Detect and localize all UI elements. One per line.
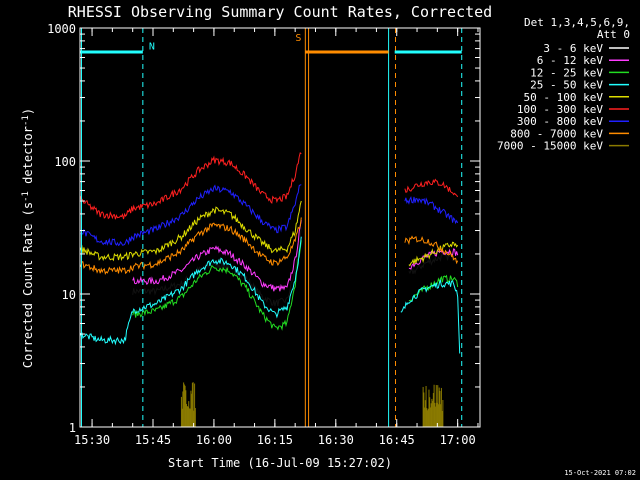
- series-line-after-6: [404, 195, 459, 225]
- x-tick-label-0: 15:30: [74, 433, 110, 447]
- y-tick-label-1: 10: [62, 288, 76, 302]
- series-7: [79, 217, 459, 276]
- series-line-5: [79, 152, 302, 220]
- y-tick-label-3: 1000: [47, 22, 76, 36]
- plot-frame: [79, 27, 481, 428]
- chart-title: RHESSI Observing Summary Count Rates, Co…: [68, 3, 492, 21]
- legend-label-1: 6 - 12 keV: [537, 54, 604, 67]
- axis-layer: 1 10 100 1000 15:30 15:45 16:00 16:15 16:30 16:45…: [47, 22, 480, 447]
- series-line-after-0: [408, 252, 459, 275]
- legend-header-2: Att 0: [597, 28, 630, 41]
- legend-label-7: 800 - 7000 keV: [510, 127, 603, 140]
- series-7000-15000-bursts: [180, 382, 444, 427]
- series-6: [79, 184, 459, 247]
- series-line-4: [79, 200, 302, 262]
- series-3: [79, 236, 461, 354]
- legend-label-8: 7000 - 15000 keV: [497, 140, 603, 153]
- x-tick-label-4: 16:30: [318, 433, 354, 447]
- series-line-after-7: [404, 235, 459, 265]
- legend-label-2: 12 - 25 keV: [530, 66, 603, 79]
- x-tick-label-5: 16:45: [379, 433, 415, 447]
- x-tick-label-6: 17:00: [440, 433, 476, 447]
- series-line-3: [79, 236, 302, 346]
- series-line-2: [132, 240, 302, 331]
- series-0: [132, 227, 459, 307]
- state-label-1: S: [295, 33, 301, 44]
- series-line-0: [132, 227, 302, 307]
- series-line-after-5: [404, 178, 459, 198]
- series-line-6: [79, 184, 302, 247]
- state-label-0: N: [149, 41, 155, 52]
- series-line-after-4: [408, 241, 459, 267]
- legend-label-5: 100 - 300 keV: [517, 103, 603, 116]
- legend-header-1: Det 1,3,4,5,6,9,: [524, 16, 630, 29]
- y-axis-label-end: ): [21, 108, 35, 115]
- y-tick-label-0: 1: [69, 421, 76, 435]
- x-tick-label-2: 16:00: [196, 433, 232, 447]
- y-axis-label: Corrected Count Rate (s-1 detector-1): [21, 108, 35, 368]
- y-axis-label-sup2: -1: [21, 115, 31, 126]
- series-layer: [79, 152, 461, 427]
- y-tick-label-2: 100: [54, 155, 76, 169]
- y-axis-label-main: Corrected Count Rate (s: [21, 202, 35, 368]
- legend-label-6: 300 - 800 keV: [517, 115, 603, 128]
- series-5: [79, 152, 459, 220]
- x-axis-label: Start Time (16-Jul-09 15:27:02): [168, 456, 392, 470]
- series-line-1: [132, 220, 302, 292]
- legend-label-0: 3 - 6 keV: [543, 42, 603, 55]
- x-tick-label-1: 15:45: [135, 433, 171, 447]
- timestamp: 15-Oct-2021 07:02: [564, 469, 636, 477]
- y-axis-label-mid: detector: [21, 126, 35, 191]
- x-tick-label-3: 16:15: [257, 433, 293, 447]
- legend-label-4: 50 - 100 keV: [524, 91, 604, 104]
- series-line-7: [79, 217, 302, 276]
- series-4: [79, 200, 459, 267]
- legend-label-3: 25 - 50 keV: [530, 79, 603, 92]
- y-axis-label-sup1: -1: [21, 191, 31, 202]
- series-line-after-3: [400, 278, 461, 354]
- attenuator-overlays: NS: [79, 28, 463, 427]
